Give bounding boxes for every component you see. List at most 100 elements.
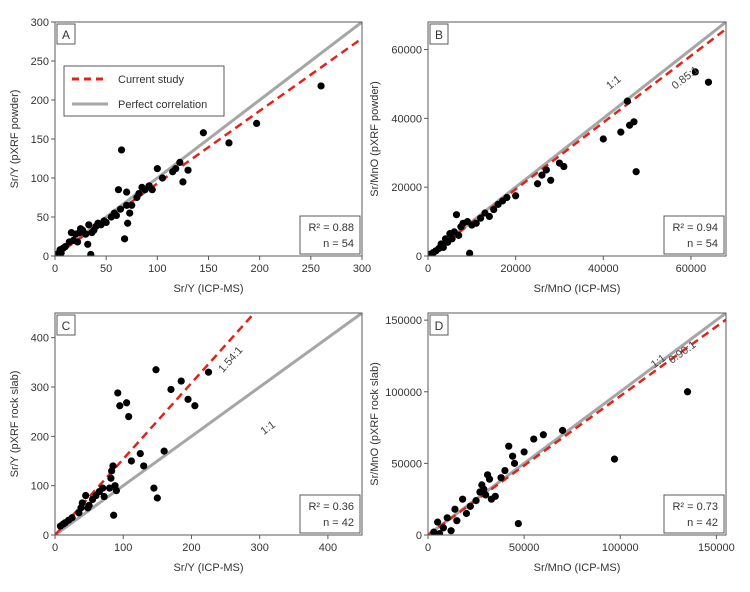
fit-line xyxy=(428,318,726,535)
data-point xyxy=(542,166,550,174)
data-point xyxy=(179,178,187,186)
stats-box xyxy=(299,215,361,255)
y-tick-label: 20000 xyxy=(391,182,422,194)
data-point xyxy=(110,511,118,519)
chart-panel-a: 0 50 100 150 200 250 300 0 50 100 150 200 250 300 Sr/Y… xyxy=(9,17,371,295)
x-tick-label: 100 xyxy=(148,263,166,275)
data-point xyxy=(482,491,490,499)
y-axis-title: Sr/MnO (pXRF powder) xyxy=(369,81,381,197)
x-tick-label: 0 xyxy=(52,542,58,554)
x-tick-label: 40000 xyxy=(588,263,619,275)
data-point xyxy=(191,402,199,410)
data-point xyxy=(117,146,126,154)
data-point xyxy=(140,462,148,470)
data-point xyxy=(184,395,192,403)
data-point xyxy=(123,399,131,407)
data-point xyxy=(127,457,136,465)
data-point xyxy=(485,475,494,483)
data-point xyxy=(439,524,447,532)
panel-letter: B xyxy=(435,28,443,42)
data-point xyxy=(480,485,488,493)
data-point xyxy=(512,192,520,200)
x-tick-label: 100000 xyxy=(602,542,639,554)
data-point xyxy=(466,249,474,256)
data-point xyxy=(497,474,505,482)
data-point xyxy=(128,201,136,209)
data-point xyxy=(691,68,699,76)
data-point xyxy=(78,499,86,507)
sample-count-label: n = 54 xyxy=(687,238,718,250)
data-point xyxy=(683,388,692,396)
plot-frame xyxy=(427,312,727,536)
x-tick-label: 50000 xyxy=(509,542,540,554)
y-tick-label: 0 xyxy=(43,251,49,263)
x-tick-label: 100 xyxy=(114,542,132,554)
data-point xyxy=(85,501,93,509)
x-axis-title: Sr/Y (ICP-MS) xyxy=(173,283,243,295)
data-point xyxy=(136,450,144,458)
data-point xyxy=(152,366,160,374)
plot-frame xyxy=(427,21,727,257)
y-tick-label: 100000 xyxy=(385,387,422,399)
data-point xyxy=(466,502,474,510)
y-tick-label: 0 xyxy=(416,530,422,542)
chart-panel-c: 0 100 200 300 400 0 100 200 300 400 Sr/Y (ICP-MS) S… xyxy=(9,312,363,574)
data-point xyxy=(530,435,538,443)
fit-ratio-label: 0.90:1 xyxy=(667,339,699,367)
data-point xyxy=(100,492,108,501)
x-tick-label: 200 xyxy=(250,263,268,275)
data-point xyxy=(451,505,459,513)
data-point xyxy=(123,201,131,209)
data-point xyxy=(112,211,120,220)
data-point xyxy=(87,250,95,256)
data-point xyxy=(453,517,461,525)
legend-current-study-label: Current study xyxy=(118,74,185,86)
data-point xyxy=(225,139,233,147)
x-tick-label: 60000 xyxy=(676,263,707,275)
data-point xyxy=(252,119,261,127)
y-axis-title: Sr/MnO (pXRF rock slab) xyxy=(369,362,381,485)
data-point xyxy=(160,447,168,455)
data-point xyxy=(68,514,76,522)
data-point xyxy=(617,128,625,136)
data-point xyxy=(120,235,129,243)
panel-letter: C xyxy=(62,319,71,333)
data-point xyxy=(167,385,175,394)
y-tick-label: 60000 xyxy=(391,45,422,57)
y-tick-label: 400 xyxy=(31,333,49,345)
data-point xyxy=(448,235,456,243)
data-point xyxy=(125,413,133,421)
data-point xyxy=(99,484,107,492)
data-point xyxy=(503,193,511,202)
data-point xyxy=(153,494,161,502)
y-tick-label: 100 xyxy=(31,173,49,185)
data-point xyxy=(184,166,192,174)
data-point xyxy=(462,509,471,518)
y-axis-title: Sr/Y (pXRF powder) xyxy=(9,90,21,189)
data-point xyxy=(435,529,444,535)
data-point xyxy=(177,377,185,385)
panel-letter-box xyxy=(429,23,449,45)
stats-box xyxy=(663,494,725,534)
data-point xyxy=(112,487,120,495)
data-point xyxy=(82,230,90,238)
one-to-one-line xyxy=(55,22,362,256)
data-point xyxy=(491,492,499,500)
data-point xyxy=(510,459,519,467)
y-tick-label: 0 xyxy=(416,251,422,263)
x-tick-label: 0 xyxy=(425,263,431,275)
x-tick-label: 0 xyxy=(425,542,431,554)
y-tick-label: 50000 xyxy=(391,458,422,470)
data-point xyxy=(533,180,542,188)
sample-count-label: n = 42 xyxy=(687,517,718,529)
data-point xyxy=(447,527,455,535)
x-tick-label: 0 xyxy=(52,263,58,275)
fit-line xyxy=(55,37,362,256)
chart-panel-d: 0 50000 100000 150000 0 50000 100000 150000 Sr/M… xyxy=(369,312,735,574)
panel-letter: D xyxy=(435,319,444,333)
data-point xyxy=(82,491,90,500)
data-point xyxy=(704,78,713,86)
data-point xyxy=(116,205,125,213)
data-point xyxy=(107,474,115,482)
